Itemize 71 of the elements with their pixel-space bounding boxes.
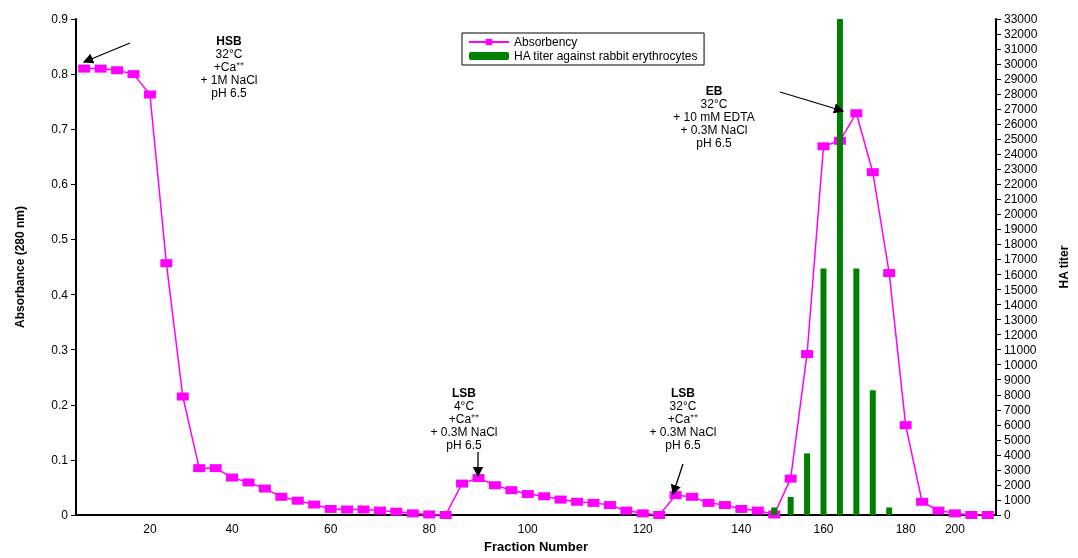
bar [853,268,860,515]
y2-tick-label: 18000 [1004,237,1038,252]
y2-tick-label: 15000 [1004,282,1038,297]
y2-axis-title: HA titer [1057,245,1071,289]
y-tick-label: 0.4 [51,287,69,302]
bar [771,507,778,515]
y2-tick-label: 7000 [1004,402,1032,417]
y2-tick-label: 9000 [1004,372,1032,387]
annotation: EB 32°C + 10 mM EDTA + 0.3M NaCl pH 6.5 [673,83,755,150]
y2-tick-label: 16000 [1004,267,1038,282]
y-tick-label: 0.1 [51,452,69,467]
x-tick-label: 160 [813,522,834,536]
x-tick-label: 60 [323,522,338,536]
y-tick-label: 0.9 [51,12,69,26]
y2-tick-label: 31000 [1004,42,1038,57]
y2-tick-label: 19000 [1004,222,1038,237]
bar [836,19,843,515]
y2-tick-label: 12000 [1004,327,1038,342]
x-axis-title: Fraction Number [483,539,589,554]
y-tick-label: 0 [61,508,69,522]
y-axis-title: Absorbance (280 nm) [13,205,27,329]
y2-tick-label: 32000 [1004,27,1038,42]
bar [804,453,811,515]
y2-tick-label: 8000 [1004,387,1032,402]
y2-tick-label: 20000 [1004,207,1038,222]
y2-tick-label: 24000 [1004,147,1038,162]
y2-tick-label: 30000 [1004,57,1038,72]
y2-tick-label: 25000 [1004,132,1038,147]
y-tick-label: 0.8 [51,67,69,82]
y-tick-label: 0.2 [51,397,69,412]
x-tick-label: 120 [632,522,654,536]
x-tick-label: 180 [895,522,916,536]
y2-tick-label: 17000 [1004,252,1038,267]
x-tick-label: 100 [517,522,539,536]
bar [787,496,794,515]
legend-label: HA titer against rabbit erythrocytes [514,49,698,63]
y-tick-label: 0.7 [51,122,69,137]
legend-label: Absorbency [514,35,578,49]
y2-tick-label: 26000 [1004,117,1038,132]
bar [886,507,893,515]
y2-tick-label: 5000 [1004,432,1032,447]
y-tick-label: 0.3 [51,342,69,357]
x-tick-label: 40 [225,522,240,536]
y-tick-label: 0.5 [51,232,69,247]
y2-tick-label: 4000 [1004,447,1032,462]
y2-tick-label: 23000 [1004,162,1038,177]
y2-tick-label: 1000 [1004,492,1032,507]
y2-tick-label: 11000 [1004,342,1037,357]
x-tick-label: 80 [422,522,437,536]
x-tick-label: 20 [143,522,157,536]
y2-tick-label: 33000 [1004,12,1038,26]
y2-tick-label: 3000 [1004,462,1032,477]
y2-tick-label: 27000 [1004,102,1038,117]
y2-tick-label: 10000 [1004,357,1038,372]
annotation: HSB 32°C +Ca⁺⁺ + 1M NaCl pH 6.5 [200,33,258,100]
y2-tick-label: 6000 [1004,417,1032,432]
y2-tick-label: 14000 [1004,297,1038,312]
annotation: LSB 4°C +Ca⁺⁺ + 0.3M NaCl pH 6.5 [430,385,498,452]
x-tick-label: 140 [731,522,752,536]
y2-tick-label: 13000 [1004,312,1038,327]
x-tick-label: 200 [944,522,966,536]
bar [869,390,876,515]
annotation: LSB 32°C +Ca⁺⁺ + 0.3M NaCl pH 6.5 [649,385,717,452]
y2-tick-label: 2000 [1004,477,1032,492]
y2-tick-label: 22000 [1004,177,1038,192]
bar [820,268,827,515]
y2-tick-label: 28000 [1004,87,1038,102]
y2-tick-label: 0 [1004,508,1011,522]
y-tick-label: 0.6 [51,177,69,192]
y2-tick-label: 29000 [1004,72,1038,87]
y2-tick-label: 21000 [1004,192,1038,207]
